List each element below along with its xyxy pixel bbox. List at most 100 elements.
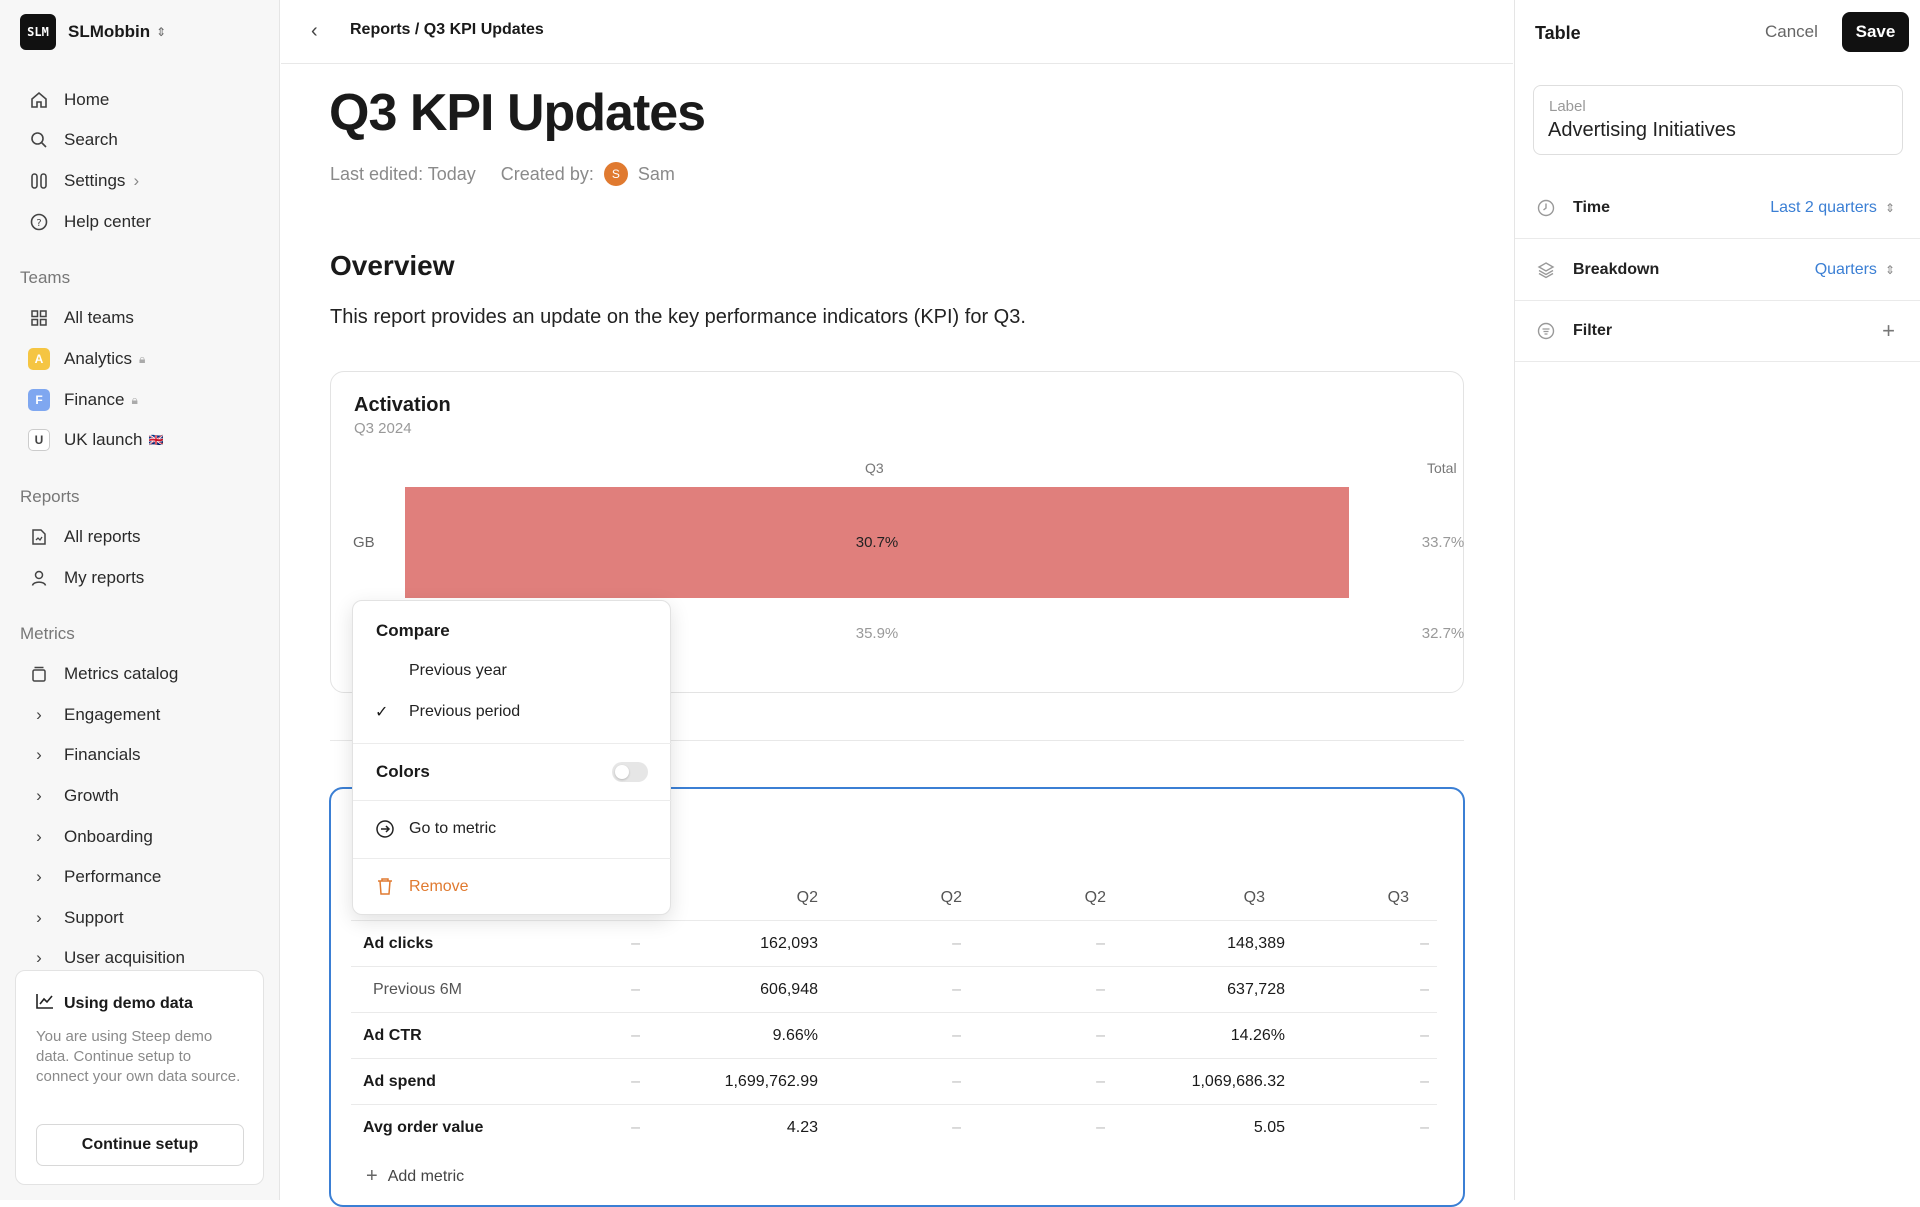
activation-card[interactable]: Activation Q3 2024 Q3 Total GB 30.7% 33.… bbox=[330, 371, 1464, 693]
chart-line-icon bbox=[36, 993, 54, 1014]
table-row[interactable] bbox=[351, 1104, 1437, 1150]
column-header-q3: Q3 bbox=[865, 460, 884, 476]
menu-divider bbox=[353, 800, 672, 801]
cancel-button[interactable]: Cancel bbox=[1765, 22, 1818, 41]
sidebar-item-home[interactable]: Home bbox=[20, 80, 260, 120]
colors-heading: Colors bbox=[376, 762, 430, 781]
table-cell: – bbox=[1096, 981, 1105, 998]
table-cell: – bbox=[1420, 935, 1429, 952]
table-cell: 148,389 bbox=[1227, 935, 1285, 952]
reports-icon bbox=[28, 526, 50, 548]
settings-icon bbox=[28, 170, 50, 192]
sidebar-item-user-acquisition[interactable]: › User acquisition bbox=[20, 938, 260, 978]
sidebar-item-label: Support bbox=[64, 908, 124, 927]
menu-item-previous-period[interactable]: Previous period bbox=[409, 703, 521, 720]
sidebar-item-support[interactable]: › Support bbox=[20, 898, 260, 938]
sidebar-item-all-reports[interactable]: All reports bbox=[20, 517, 260, 557]
sidebar-item-label: Onboarding bbox=[64, 827, 153, 846]
colors-toggle[interactable] bbox=[612, 762, 648, 782]
workspace-logo: SLM bbox=[20, 14, 56, 50]
column-header: Q2 bbox=[796, 889, 818, 906]
sidebar-item-analytics[interactable]: A Analytics 🔒︎ bbox=[20, 339, 260, 379]
breadcrumb[interactable]: Reports / Q3 KPI Updates bbox=[350, 21, 544, 38]
menu-item-remove[interactable]: Remove bbox=[409, 878, 469, 895]
add-metric-button[interactable]: + Add metric bbox=[366, 1165, 464, 1188]
chevron-right-icon: › bbox=[36, 827, 42, 846]
menu-divider bbox=[353, 858, 672, 859]
divider bbox=[330, 740, 1464, 741]
sidebar-item-engagement[interactable]: › Engagement bbox=[20, 695, 260, 735]
column-header: Q3 bbox=[1243, 889, 1265, 906]
table-cell: 1,699,762.99 bbox=[724, 1073, 818, 1090]
sidebar-item-all-teams[interactable]: All teams bbox=[20, 298, 260, 338]
demo-title: Using demo data bbox=[64, 994, 193, 1012]
breakdown-row[interactable]: Breakdown Quarters ⇕ bbox=[1515, 239, 1920, 301]
label-field[interactable]: Label bbox=[1533, 85, 1903, 155]
table-cell: 9.66% bbox=[772, 1027, 818, 1044]
sidebar-item-label: Growth bbox=[64, 786, 119, 805]
menu-item-go-to-metric[interactable]: Go to metric bbox=[409, 820, 497, 837]
table-cell: – bbox=[952, 1073, 961, 1090]
sidebar-item-label: All reports bbox=[64, 527, 141, 546]
gb-q3-value: 30.7% bbox=[855, 534, 899, 551]
sidebar-item-performance[interactable]: › Performance bbox=[20, 857, 260, 897]
table-cell: – bbox=[952, 1119, 961, 1136]
label-input[interactable] bbox=[1548, 119, 1888, 142]
menu-item-previous-year[interactable]: Previous year bbox=[409, 662, 507, 679]
table-row[interactable] bbox=[351, 1012, 1437, 1058]
column-header-total: Total bbox=[1427, 460, 1457, 476]
column-header: Q3 bbox=[1387, 889, 1409, 906]
chevron-right-icon: › bbox=[36, 705, 42, 724]
sidebar-item-growth[interactable]: › Growth bbox=[20, 776, 260, 816]
sidebar-item-label: Metrics catalog bbox=[64, 664, 179, 683]
table-cell: 637,728 bbox=[1227, 981, 1285, 998]
workspace-switcher[interactable]: SLM SLMobbin ⇕ bbox=[20, 14, 166, 50]
table-row[interactable] bbox=[351, 1058, 1437, 1104]
sidebar-item-label: Settings bbox=[64, 171, 126, 190]
sidebar-item-label: Home bbox=[64, 90, 110, 109]
sidebar-item-my-reports[interactable]: My reports bbox=[20, 558, 260, 598]
user-icon bbox=[28, 567, 50, 589]
sidebar-item-uk-launch[interactable]: U UK launch 🇬🇧 bbox=[20, 420, 260, 460]
gb-bar bbox=[405, 487, 1349, 598]
continue-setup-button[interactable]: Continue setup bbox=[36, 1124, 244, 1166]
sidebar-item-onboarding[interactable]: › Onboarding bbox=[20, 817, 260, 857]
table-cell: 14.26% bbox=[1230, 1027, 1285, 1044]
team-badge: A bbox=[28, 348, 50, 370]
demo-data-card: Using demo data You are using Steep demo… bbox=[15, 970, 264, 1185]
column-header: Q2 bbox=[940, 889, 962, 906]
time-select[interactable]: Last 2 quarters ⇕ bbox=[1770, 199, 1895, 217]
save-button[interactable]: Save bbox=[1842, 12, 1909, 52]
reports-heading: Reports bbox=[20, 487, 80, 506]
sidebar-item-label: Search bbox=[64, 130, 118, 149]
card-subtitle: Q3 2024 bbox=[354, 420, 412, 437]
time-row[interactable]: Time Last 2 quarters ⇕ bbox=[1515, 177, 1920, 239]
sidebar-item-metrics-catalog[interactable]: Metrics catalog bbox=[20, 654, 260, 694]
breakdown-select[interactable]: Quarters ⇕ bbox=[1815, 261, 1895, 279]
table-row[interactable] bbox=[351, 966, 1437, 1012]
creator-name: Sam bbox=[637, 163, 675, 184]
teams-heading: Teams bbox=[20, 268, 71, 287]
sidebar-item-help-center[interactable]: ? Help center bbox=[20, 202, 260, 242]
chevron-updown-icon: ⇕ bbox=[1884, 200, 1895, 215]
clock-icon bbox=[1535, 199, 1557, 217]
sidebar-item-settings[interactable]: Settings › bbox=[20, 161, 260, 201]
metrics-heading: Metrics bbox=[20, 624, 75, 643]
table-row[interactable] bbox=[351, 920, 1437, 966]
created-by-label: Created by: bbox=[500, 163, 594, 184]
sidebar-item-label: Analytics bbox=[64, 349, 133, 368]
sidebar-item-financials[interactable]: › Financials bbox=[20, 735, 260, 775]
table-cell: – bbox=[1096, 935, 1105, 952]
chevron-updown-icon: ⇕ bbox=[1884, 262, 1895, 277]
overview-heading: Overview bbox=[330, 250, 455, 281]
panel-title: Table bbox=[1535, 23, 1581, 43]
add-filter-icon[interactable]: + bbox=[1882, 317, 1895, 343]
arrow-circle-icon bbox=[375, 819, 395, 844]
sidebar-item-search[interactable]: Search bbox=[20, 120, 260, 160]
label-caption: Label bbox=[1549, 98, 1586, 115]
sidebar-item-label: Engagement bbox=[64, 705, 161, 724]
filter-row[interactable]: Filter + bbox=[1515, 300, 1920, 362]
sidebar-item-label: User acquisition bbox=[64, 948, 185, 967]
back-icon[interactable]: ‹ bbox=[311, 20, 318, 42]
sidebar-item-finance[interactable]: F Finance 🔒︎ bbox=[20, 380, 260, 420]
